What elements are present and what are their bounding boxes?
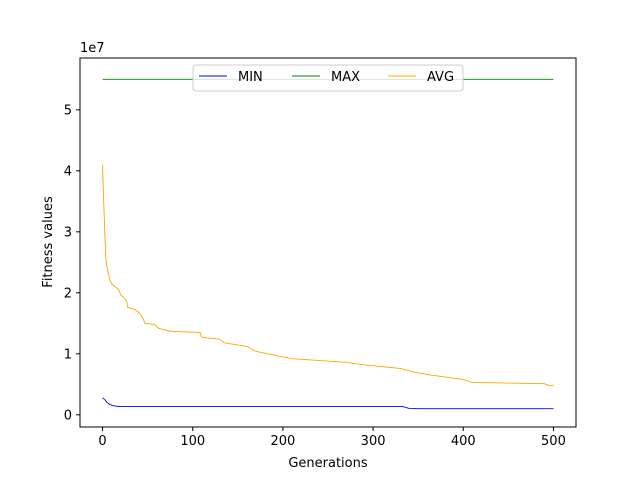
- plot-frame: [79, 57, 577, 428]
- legend-box: [192, 64, 464, 92]
- x-tick-label: 400: [451, 434, 476, 449]
- x-axis-ticks: 0 100 200 300 400 500: [98, 427, 566, 449]
- plot-lines: [102, 78, 554, 410]
- legend-label-min: MIN: [238, 70, 263, 85]
- x-tick-label: 300: [361, 434, 386, 449]
- x-axis-label: Generations: [288, 456, 368, 471]
- x-tick-label: 100: [180, 434, 205, 449]
- y-tick-label: 4: [64, 164, 72, 179]
- legend-label-max: MAX: [331, 70, 360, 85]
- y-axis-label: Fitness values: [41, 196, 56, 288]
- legend: MIN MAX AVG: [192, 64, 464, 92]
- y-tick-label: 0: [64, 408, 72, 423]
- series-line-avg: [102, 164, 554, 386]
- series-line-min: [102, 397, 554, 410]
- y-tick-label: 2: [64, 286, 72, 301]
- y-axis-ticks: 0 1 2 3 4 5: [64, 103, 80, 423]
- y-tick-label: 3: [64, 225, 72, 240]
- legend-label-avg: AVG: [427, 70, 454, 85]
- y-tick-label: 1: [64, 347, 72, 362]
- x-tick-label: 500: [541, 434, 566, 449]
- y-offset-text: 1e7: [80, 41, 105, 56]
- x-tick-label: 0: [98, 434, 106, 449]
- y-tick-label: 5: [64, 103, 72, 118]
- x-tick-label: 200: [270, 434, 295, 449]
